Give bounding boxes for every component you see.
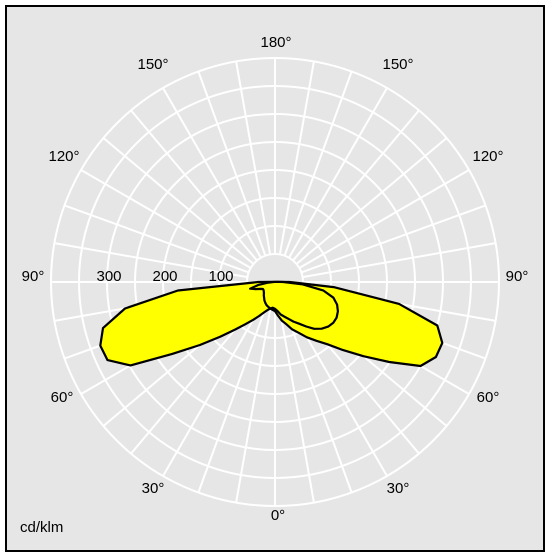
angle-label-right-90: 90° [506,268,529,285]
grid-spoke-150 [288,87,388,259]
grid-spoke-100 [302,242,496,279]
grid-spoke-340 [197,307,267,493]
grid-spoke-260 [54,242,248,279]
angle-label-right-120: 120° [472,148,503,165]
angle-label-left-60: 60° [51,389,74,406]
grid-spoke-130 [295,137,448,265]
angle-label-left-120: 120° [48,148,79,165]
grid-spoke-220 [130,109,258,262]
angle-label-left-150: 150° [137,56,168,73]
angle-label-right-30: 30° [387,480,410,497]
angle-label-right-150: 150° [382,56,413,73]
radial-label-300: 300 [96,268,121,285]
angle-label-left-90: 90° [22,268,45,285]
axis-labels: 180° 0° 150° 120° 90° 60° 30° 150° 120° … [20,34,528,536]
grid-spoke-350 [235,309,272,503]
grid-spoke-140 [292,109,420,262]
grid-spoke-200 [197,71,267,257]
grid-spoke-330 [162,305,262,477]
polar-grid [50,57,500,507]
intensity-curves [99,280,444,368]
angle-label-180: 180° [260,34,291,51]
angle-label-0: 0° [271,507,285,524]
grid-spoke-230 [102,137,255,265]
angle-label-right-60: 60° [477,389,500,406]
radial-label-200: 200 [152,268,177,285]
grid-spoke-210 [162,87,262,259]
grid-spoke-20 [283,307,353,493]
grid-spoke-110 [300,204,486,274]
unit-label: cd/klm [20,519,63,536]
grid-spoke-120 [298,169,470,269]
curve-outline-2 [249,280,444,368]
grid-spoke-10 [278,309,315,503]
grid-spoke-190 [235,61,272,255]
radial-label-100: 100 [208,268,233,285]
grid-spoke-170 [278,61,315,255]
grid-spoke-250 [64,204,250,274]
grid-spoke-160 [283,71,353,257]
angle-label-left-30: 30° [142,480,165,497]
grid-spoke-240 [80,169,252,269]
